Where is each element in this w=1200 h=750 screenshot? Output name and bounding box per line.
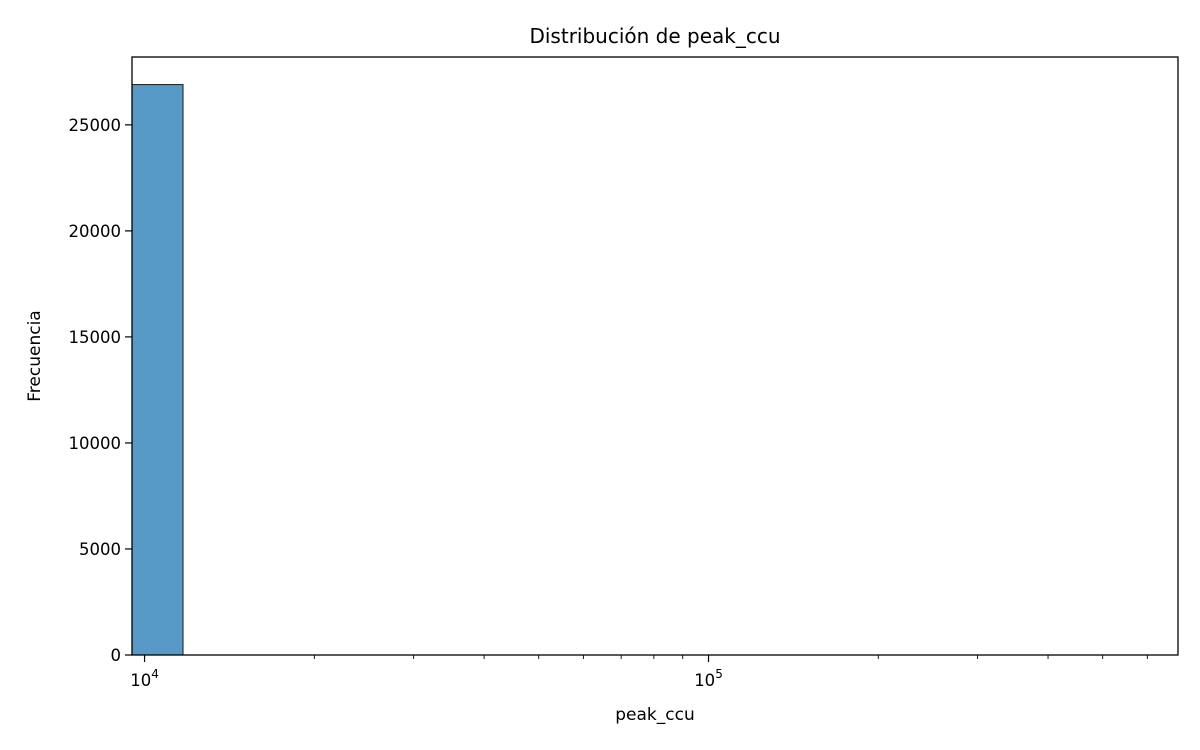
y-tick-label: 10000 xyxy=(69,434,122,453)
y-axis-ticks: 0 5000 10000 15000 20000 25000 xyxy=(69,116,132,665)
y-tick-label: 20000 xyxy=(69,222,122,241)
x-axis-title: peak_ccu xyxy=(615,705,694,725)
chart-title: Distribución de peak_ccu xyxy=(529,24,780,48)
x-tick-label-exponent: 4 xyxy=(151,667,159,681)
x-tick-label: 105 xyxy=(694,667,723,690)
y-tick-label: 0 xyxy=(111,646,122,665)
y-tick-label: 5000 xyxy=(79,540,121,559)
plot-area-frame xyxy=(131,56,1179,656)
y-axis-title: Frecuencia xyxy=(25,310,45,401)
x-tick-label: 104 xyxy=(130,667,159,690)
x-tick-label-exponent: 5 xyxy=(715,667,723,681)
y-tick-label: 25000 xyxy=(69,116,122,135)
bars-group xyxy=(131,84,184,656)
x-tick-label-base: 10 xyxy=(694,671,715,690)
x-tick-label-base: 10 xyxy=(130,671,151,690)
y-tick-label: 15000 xyxy=(69,328,122,347)
x-axis-ticks: 104 105 xyxy=(130,655,1148,690)
histogram-bar xyxy=(131,84,184,656)
